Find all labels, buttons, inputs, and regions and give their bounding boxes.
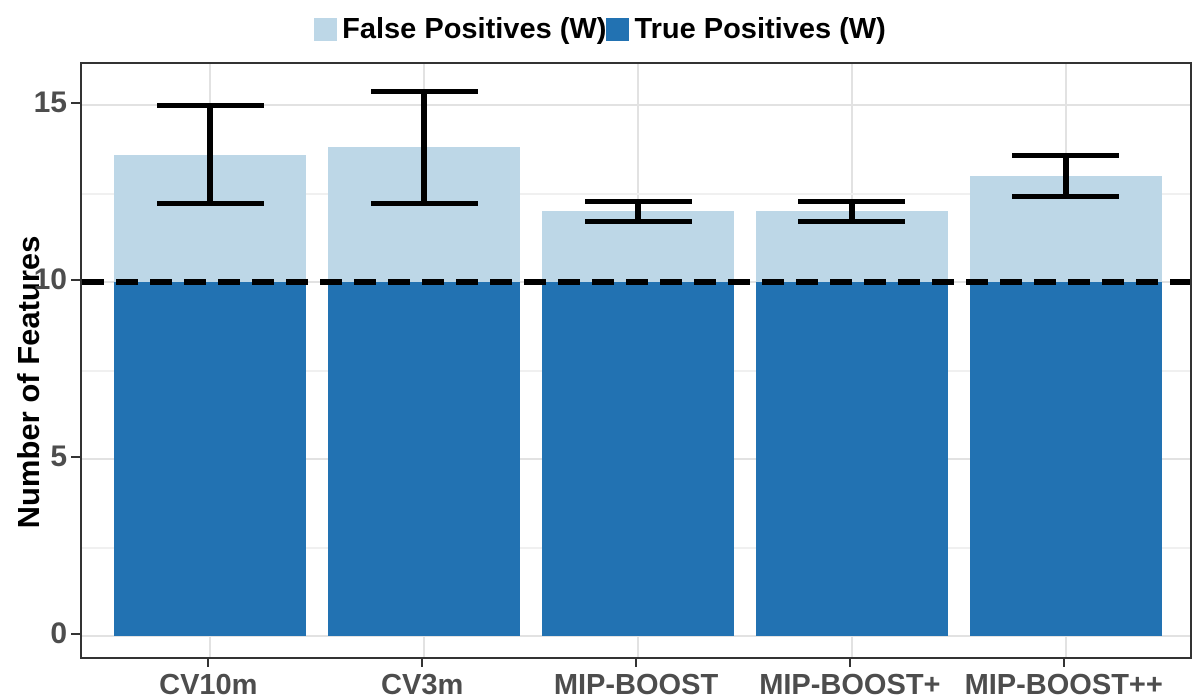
x-tick-label: CV3m [381, 669, 464, 700]
y-axis-tick [71, 279, 80, 281]
error-bar-cap-bottom [156, 201, 264, 207]
error-bar-stem [207, 105, 214, 205]
x-axis-tick [421, 659, 424, 667]
error-bar-cap-top [584, 198, 692, 204]
y-gridline-minor [82, 192, 1190, 195]
y-tick-label: 5 [50, 440, 67, 473]
error-bar-cap-top [1012, 152, 1120, 158]
x-axis-tick [848, 659, 851, 667]
error-bar-stem [635, 200, 641, 222]
reference-line-dashed [82, 279, 1190, 285]
error-bar-cap-bottom [584, 218, 692, 224]
error-bar-cap-bottom [1012, 194, 1120, 200]
y-tick-label: 0 [50, 617, 67, 650]
error-bar-cap-bottom [798, 218, 906, 224]
error-bar-cap-bottom [370, 201, 478, 207]
y-tick-label: 15 [33, 86, 67, 119]
y-axis-tick [71, 102, 80, 104]
bar-segment-true-positives [542, 282, 734, 636]
y-axis-tick [71, 633, 80, 635]
legend-entry-false-positives: False Positives (W) [314, 13, 606, 46]
x-tick-label: MIP-BOOST+ [759, 669, 941, 700]
x-axis-tick [635, 659, 637, 667]
x-tick-label: MIP-BOOST++ [964, 669, 1163, 700]
legend-label-true-positives: True Positives (W) [634, 12, 886, 45]
plot-panel [80, 62, 1192, 659]
legend-label-false-positives: False Positives (W) [342, 12, 607, 45]
y-gridline-major [82, 104, 1190, 106]
error-bar-cap-top [156, 103, 264, 108]
y-axis-tick [71, 456, 80, 458]
error-bar-cap-top [370, 88, 478, 94]
error-bar-cap-top [798, 198, 906, 204]
bar-segment-true-positives [328, 282, 521, 636]
legend-swatch-true-positives-icon [606, 17, 630, 41]
y-tick-label: 10 [33, 263, 67, 296]
legend-swatch-false-positives-icon [314, 17, 338, 41]
x-axis-tick [1062, 659, 1065, 667]
error-bar-stem [848, 200, 855, 222]
chart-legend: False Positives (W) True Positives (W) [0, 6, 1200, 52]
bar-segment-true-positives [969, 282, 1162, 636]
x-tick-label: MIP-BOOST [553, 669, 719, 700]
bar-segment-true-positives [114, 282, 307, 636]
error-bar-stem [1062, 154, 1069, 198]
y-gridline-major [82, 635, 1190, 637]
bar-segment-true-positives [755, 282, 948, 636]
y-axis-title: Number of Features [11, 235, 46, 529]
x-axis-tick [207, 659, 210, 667]
x-tick-label: CV10m [159, 669, 258, 700]
error-bar-stem [421, 90, 428, 205]
legend-entry-true-positives: True Positives (W) [606, 12, 886, 46]
